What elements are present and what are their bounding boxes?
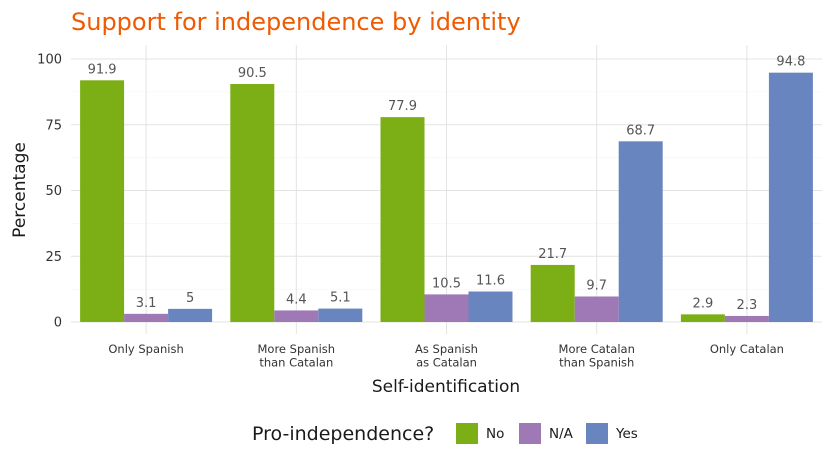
bar-yes [468,291,513,322]
legend-swatch [586,423,608,444]
legend-swatch [456,423,478,444]
data-label: 94.8 [776,55,805,70]
data-label: 21.7 [538,247,567,262]
x-tick-label: As Spanish as Catalan [415,342,478,370]
data-label: 5.1 [330,291,351,306]
bar-yes [618,141,663,322]
data-label: 77.9 [388,99,417,114]
data-label: 11.6 [476,273,505,288]
bar-yes [768,72,813,323]
bar-na [574,296,619,322]
x-axis-title: Self-identification [372,377,520,397]
data-label: 5 [186,291,194,306]
legend-label: N/A [549,426,574,442]
bar-no [230,83,275,322]
value-labels: 91.9 90.5 77.9 21.7 2.9 3.1 4.4 10.5 9.7 2.3 5 5.1 1… [88,55,806,313]
bar-yes [318,308,363,322]
y-tick-label: 0 [54,316,62,331]
grid [71,45,822,334]
data-label: 10.5 [432,276,461,291]
y-tick-label: 100 [37,53,62,68]
bar-na [124,313,169,322]
data-label: 2.3 [737,298,758,313]
bar-na [424,294,469,322]
x-tick-label: More Catalan than Spanish [559,342,635,370]
bar-na [724,315,769,322]
y-axis-ticks: 0 25 50 75 100 [37,53,62,331]
y-tick-label: 50 [45,184,62,199]
y-axis-title: Percentage [10,142,30,238]
bar-no [380,117,425,322]
legend-title: Pro-independence? [252,423,434,445]
data-label: 90.5 [238,66,267,81]
chart-title: Support for independence by identity [71,8,521,36]
bar-no [680,314,725,322]
legend-swatch [519,423,541,444]
data-label: 2.9 [693,296,714,311]
x-tick-label: Only Spanish [108,342,183,356]
bars [80,72,813,323]
y-tick-label: 75 [45,118,62,133]
bar-no [80,80,125,322]
data-label: 9.7 [586,278,607,293]
legend-label: No [486,426,504,442]
legend: Pro-independence? No N/A Yes [252,423,638,445]
data-label: 3.1 [136,296,157,311]
x-axis-ticks: Only Spanish More Spanish than Catalan As S… [108,342,784,370]
x-tick-label: Only Catalan [710,342,784,356]
bar-na [274,310,319,322]
y-tick-label: 25 [45,250,62,265]
x-tick-label: More Spanish than Catalan [258,342,336,370]
bar-no [530,264,575,322]
data-label: 91.9 [88,62,117,77]
bar-yes [168,308,213,322]
data-label: 68.7 [626,123,655,138]
data-label: 4.4 [286,292,307,307]
legend-label: Yes [615,426,638,442]
